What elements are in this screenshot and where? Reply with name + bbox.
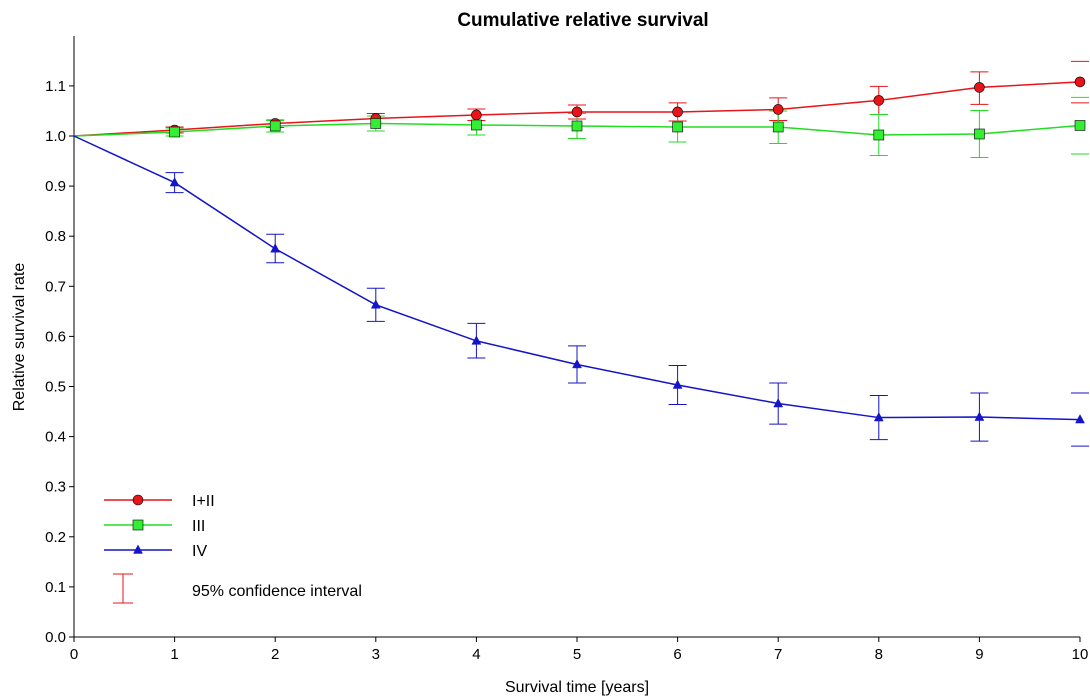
x-tick-label: 9 — [975, 646, 983, 663]
y-tick-label: 0.0 — [45, 629, 66, 646]
data-point-i-ii — [1074, 76, 1086, 88]
data-point-iv — [773, 398, 784, 408]
legend-marker-i-ii — [132, 494, 144, 506]
legend-label-iv: IV — [192, 543, 207, 560]
ticks: 0 1 2 3 4 5 6 7 8 9 10 0.0 0.1 0.2 0.3 0.4 0.5 0.6 0.7 0.8 0… — [45, 78, 1088, 663]
y-tick-label: 1.0 — [45, 128, 66, 145]
data-point-iii — [370, 118, 382, 129]
data-point-iv — [572, 358, 582, 369]
data-point-iv — [873, 412, 884, 422]
data-point-iii — [772, 121, 784, 133]
data-point-iii — [974, 128, 985, 140]
data-point-iii — [672, 121, 683, 133]
y-tick-label: 0.8 — [45, 228, 66, 245]
data-point-iv — [1075, 414, 1085, 424]
y-tick-label: 0.9 — [45, 178, 66, 195]
y-tick-label: 0.2 — [45, 529, 66, 546]
y-tick-label: 1.1 — [45, 78, 66, 95]
data-point-iii — [1074, 120, 1086, 131]
y-tick-label: 0.3 — [45, 479, 66, 496]
data-point-i-ii — [873, 95, 885, 106]
data-point-i-ii — [772, 104, 784, 115]
data-point-i-ii — [974, 82, 985, 93]
data-point-iii — [169, 126, 180, 138]
data-point-iv — [471, 335, 482, 345]
x-tick-label: 7 — [774, 646, 782, 663]
data-point-iii — [873, 129, 885, 141]
legend: I+II III IV 95% confidence interval — [104, 493, 362, 604]
data-point-iv — [169, 177, 180, 187]
legend-label-i-ii: I+II — [192, 493, 215, 510]
x-tick-label: 3 — [372, 646, 380, 663]
x-tick-label: 2 — [271, 646, 279, 663]
x-tick-label: 5 — [573, 646, 581, 663]
y-tick-label: 0.1 — [45, 579, 66, 596]
data-point-iv — [370, 299, 381, 309]
legend-marker-iii — [132, 519, 144, 531]
legend-label-ci: 95% confidence interval — [192, 583, 362, 600]
chart-title: Cumulative relative survival — [457, 10, 708, 31]
x-tick-label: 10 — [1072, 646, 1089, 663]
data-point-i-ii — [571, 106, 583, 118]
data-point-iv — [672, 379, 683, 389]
x-tick-label: 6 — [673, 646, 681, 663]
legend-label-iii: III — [192, 518, 205, 535]
data-point-iv — [270, 243, 281, 253]
y-tick-label: 0.7 — [45, 278, 66, 295]
y-axis-label: Relative survival rate — [11, 263, 28, 412]
x-axis-label: Survival time [years] — [505, 679, 649, 696]
data-point-iii — [571, 120, 583, 132]
confidence-intervals — [165, 60, 1089, 447]
data-point-iv — [974, 411, 985, 421]
x-tick-label: 4 — [472, 646, 480, 663]
x-tick-label: 0 — [70, 646, 78, 663]
data-point-i-ii — [471, 109, 482, 121]
data-point-iii — [269, 120, 281, 132]
y-tick-label: 0.5 — [45, 379, 66, 396]
legend-marker-iv — [133, 544, 143, 554]
y-tick-label: 0.4 — [45, 429, 66, 446]
data-point-i-ii — [672, 106, 683, 118]
series-markers — [169, 76, 1086, 424]
data-point-iii — [471, 119, 482, 131]
y-tick-label: 0.6 — [45, 328, 66, 345]
x-tick-label: 8 — [875, 646, 883, 663]
x-tick-label: 1 — [170, 646, 178, 663]
